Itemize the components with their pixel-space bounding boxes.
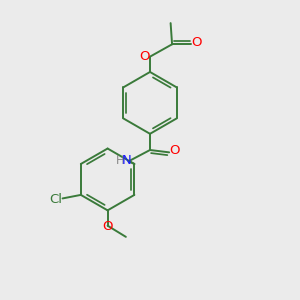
Text: N: N bbox=[122, 154, 132, 166]
Text: O: O bbox=[169, 144, 180, 158]
Text: O: O bbox=[103, 220, 113, 233]
Text: H: H bbox=[116, 154, 124, 166]
Text: O: O bbox=[140, 50, 150, 63]
Text: O: O bbox=[192, 36, 202, 49]
Text: Cl: Cl bbox=[49, 193, 62, 206]
